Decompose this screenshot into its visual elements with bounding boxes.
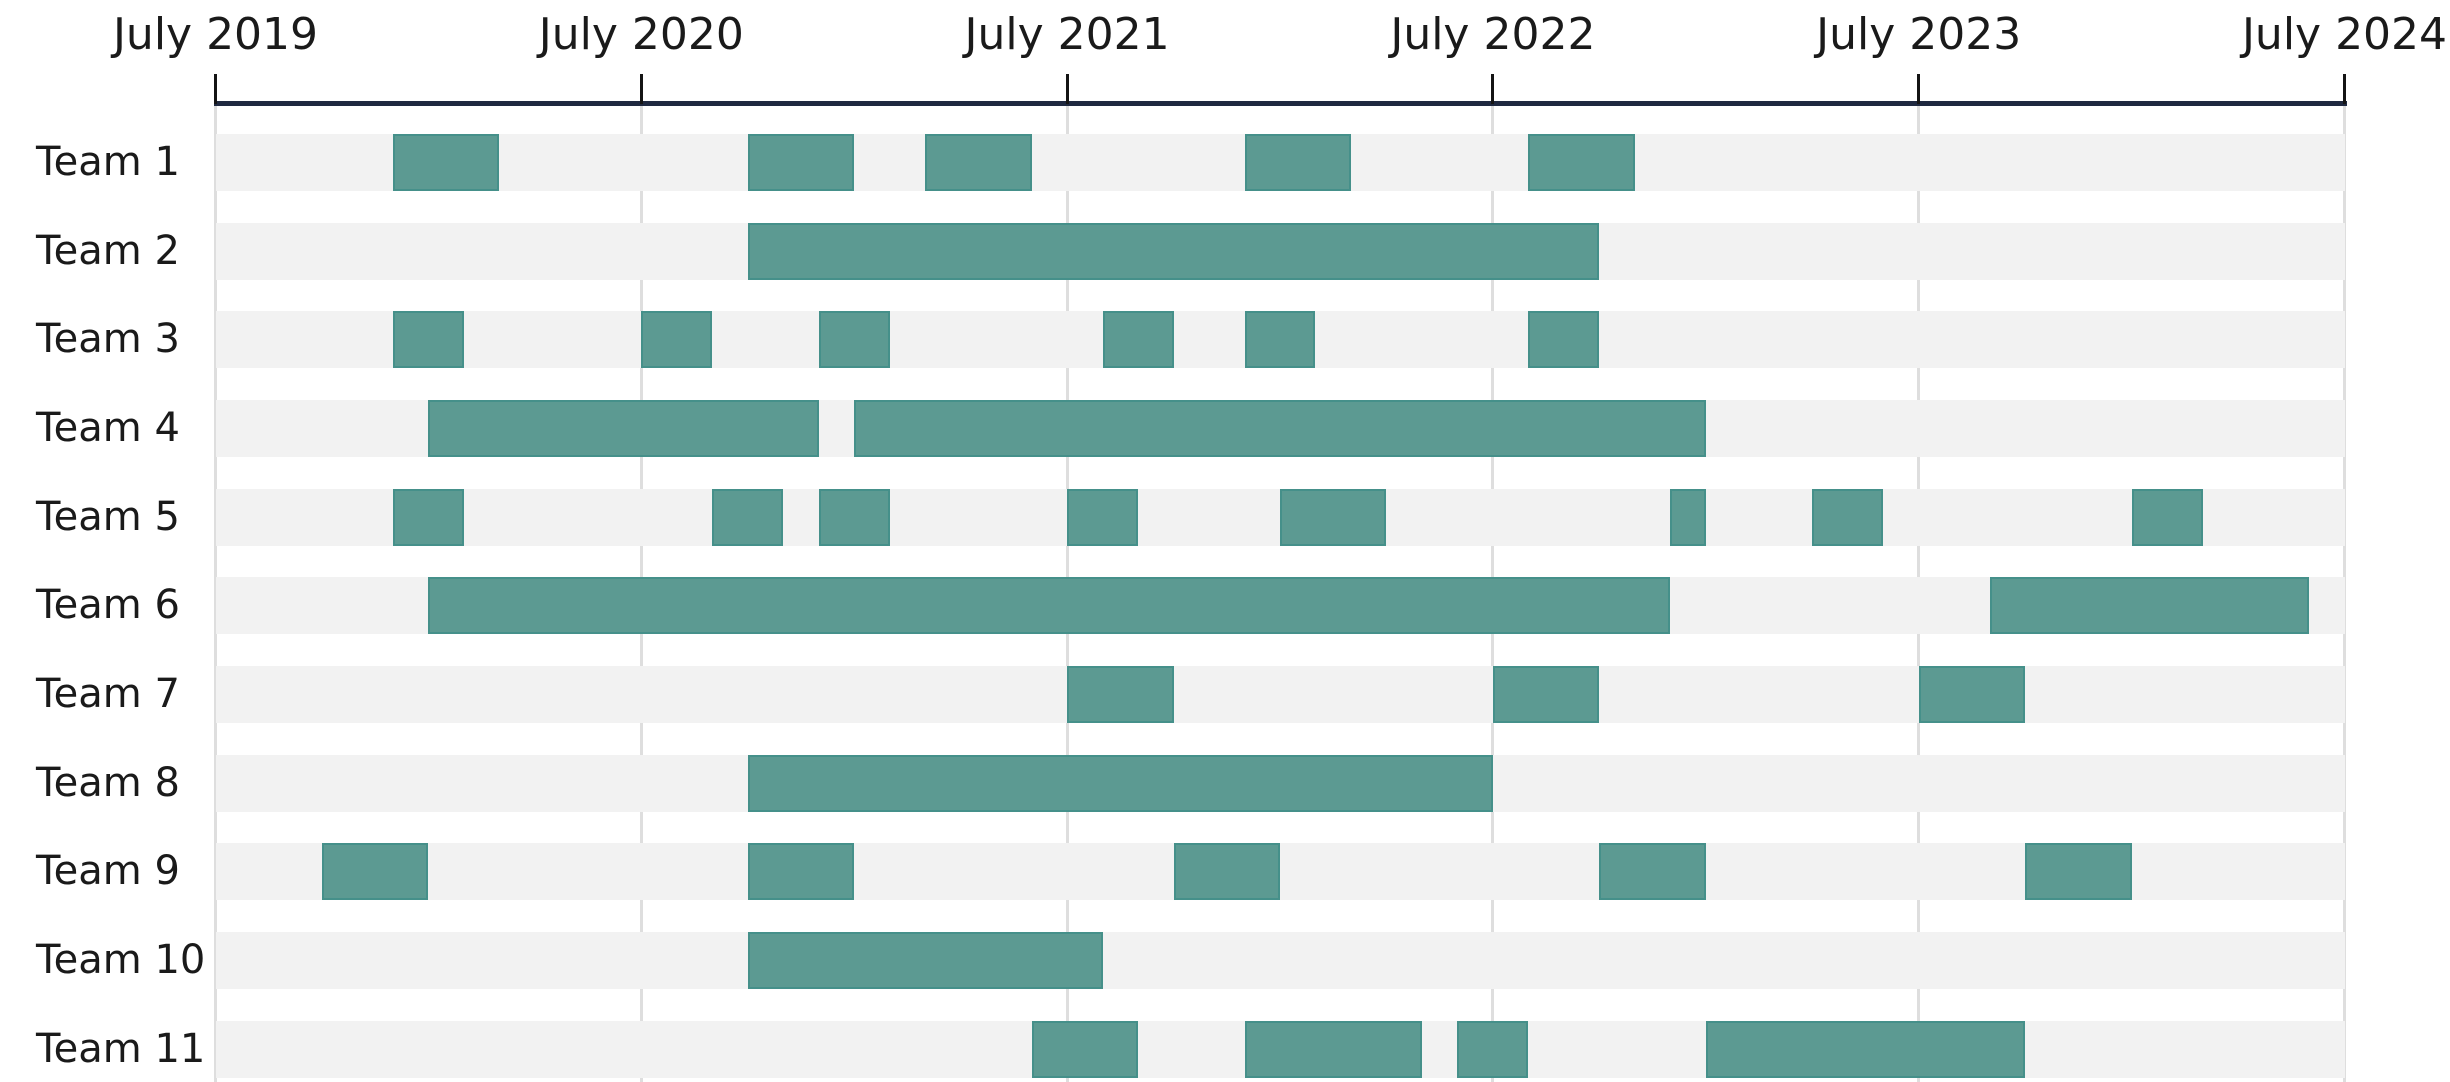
gantt-bar bbox=[428, 577, 1671, 635]
gantt-bar bbox=[818, 488, 890, 546]
gantt-bar bbox=[747, 222, 1600, 280]
gantt-bar bbox=[712, 488, 784, 546]
gantt-bar bbox=[321, 843, 429, 901]
axis-tick bbox=[214, 74, 217, 104]
axis-tick bbox=[1917, 74, 1921, 104]
team-label: Team 8 bbox=[36, 759, 180, 806]
axis-tick-label: July 2024 bbox=[2241, 9, 2448, 60]
gantt-bar bbox=[1528, 311, 1600, 369]
gantt-bar bbox=[818, 311, 890, 369]
gantt-bar bbox=[1670, 488, 1706, 546]
team-label: Team 9 bbox=[36, 848, 180, 895]
year-gridline bbox=[2343, 106, 2346, 1082]
team-label: Team 6 bbox=[36, 582, 180, 629]
gantt-bar bbox=[2131, 488, 2203, 546]
axis-tick-label: July 2020 bbox=[538, 9, 744, 60]
gantt-bar bbox=[428, 400, 819, 458]
team-label: Team 11 bbox=[36, 1025, 206, 1072]
axis-tick-label: July 2023 bbox=[1816, 9, 2022, 60]
axis-tick-label: July 2021 bbox=[964, 9, 1170, 60]
gantt-bar bbox=[392, 134, 500, 191]
gantt-bar bbox=[747, 754, 1493, 812]
gantt-bar bbox=[1173, 843, 1280, 901]
gantt-bar bbox=[2025, 843, 2132, 901]
gantt-bar bbox=[1492, 666, 1600, 724]
gantt-bar bbox=[1067, 488, 1139, 546]
gantt-row-band bbox=[215, 843, 2345, 901]
gantt-bar bbox=[925, 134, 1032, 191]
gantt-bar bbox=[392, 311, 464, 369]
gantt-bar bbox=[641, 311, 713, 369]
gantt-row-band bbox=[215, 666, 2345, 724]
gantt-bar bbox=[747, 134, 855, 191]
gantt-bar bbox=[1244, 311, 1316, 369]
gantt-bar bbox=[392, 488, 464, 546]
gantt-bar bbox=[1102, 311, 1174, 369]
team-label: Team 10 bbox=[36, 937, 206, 984]
gantt-bar bbox=[1918, 666, 2026, 724]
axis-tick bbox=[639, 74, 643, 104]
axis-tick bbox=[1065, 74, 1069, 104]
axis-tick bbox=[2343, 74, 2346, 104]
team-label: Team 7 bbox=[36, 671, 180, 718]
gantt-bar bbox=[1705, 1020, 2026, 1078]
gantt-bar bbox=[1989, 577, 2309, 635]
gantt-bar bbox=[1528, 134, 1635, 191]
team-label: Team 3 bbox=[36, 316, 180, 363]
team-label: Team 2 bbox=[36, 227, 180, 274]
team-label: Team 1 bbox=[36, 139, 180, 185]
team-label: Team 4 bbox=[36, 405, 180, 452]
gantt-bar bbox=[1457, 1020, 1529, 1078]
axis-tick bbox=[1491, 74, 1495, 104]
gantt-bar bbox=[1280, 488, 1387, 546]
gantt-bar bbox=[854, 400, 1706, 458]
gantt-bar bbox=[747, 932, 1103, 990]
gantt-bar bbox=[1031, 1020, 1139, 1078]
gantt-row-band bbox=[215, 932, 2345, 990]
gantt-bar bbox=[1244, 1020, 1422, 1078]
gantt-bar bbox=[1067, 666, 1174, 724]
axis-tick-label: July 2019 bbox=[112, 9, 319, 60]
gantt-bar bbox=[747, 843, 855, 901]
gantt-bar bbox=[1244, 134, 1351, 191]
axis-line bbox=[213, 101, 2347, 106]
gantt-bar bbox=[1812, 488, 1884, 546]
team-label: Team 5 bbox=[36, 493, 180, 540]
axis-tick-label: July 2022 bbox=[1390, 9, 1596, 60]
gantt-bar bbox=[1599, 843, 1706, 901]
